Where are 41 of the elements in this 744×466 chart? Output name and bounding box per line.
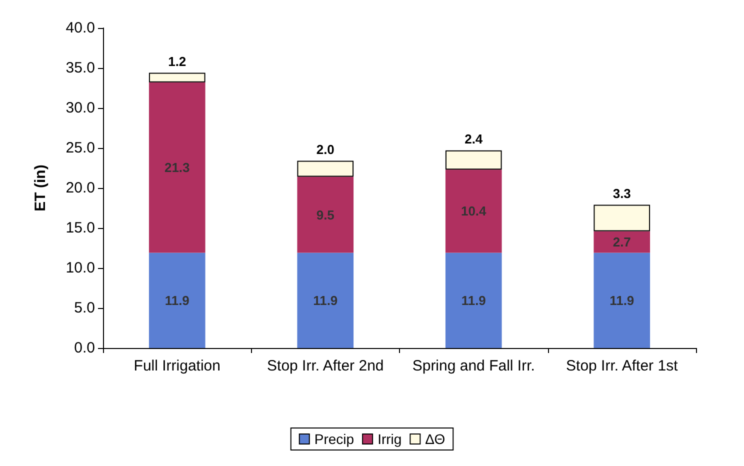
data-label: 3.3	[612, 186, 631, 201]
bar	[148, 82, 206, 253]
y-tick-label: 40.0	[66, 20, 95, 36]
data-label: 2.4	[464, 131, 484, 146]
data-label: 2.7	[612, 234, 631, 250]
data-label: 9.5	[316, 207, 334, 222]
data-label: 11.9	[313, 292, 338, 308]
y-tick-label: 20.0	[66, 180, 95, 196]
x-tick-label: Full Irrigation	[134, 358, 220, 374]
bar	[148, 72, 206, 82]
bar	[445, 170, 502, 253]
data-label: 2.0	[316, 142, 334, 157]
bar	[148, 252, 206, 348]
data-label: 21.3	[164, 160, 190, 176]
data-label: 11.9	[461, 292, 486, 308]
y-tick-label: 15.0	[66, 220, 95, 236]
y-axis-title: ET (in)	[32, 164, 49, 212]
bar	[594, 204, 650, 232]
y-tick-label: 30.0	[66, 100, 95, 116]
y-tick-label: 25.0	[66, 140, 95, 156]
legend-label: ΔΘ	[425, 431, 446, 447]
y-tick-label: 10.0	[66, 260, 95, 276]
y-tick-label: 35.0	[66, 60, 95, 76]
data-label: 10.4	[460, 204, 488, 219]
bar	[297, 176, 354, 253]
x-tick-label: Stop Irr. After 1st	[566, 358, 679, 374]
bar	[445, 150, 502, 170]
x-tick-label: Spring and Fall Irr.	[412, 358, 535, 374]
bar	[594, 231, 650, 253]
bar	[297, 160, 354, 177]
y-tick-label: 5.0	[74, 300, 95, 316]
bar	[594, 252, 650, 348]
data-label: 11.9	[164, 292, 190, 308]
x-tick-label: Stop Irr. After 2nd	[267, 358, 384, 374]
y-tick-label: 0.0	[74, 340, 95, 356]
data-label: 1.2	[168, 54, 186, 69]
legend-label: Irrig	[378, 431, 402, 447]
bar	[445, 252, 502, 348]
legend-label: Precip	[314, 431, 354, 447]
bar	[297, 252, 354, 348]
data-label: 11.9	[610, 292, 634, 308]
